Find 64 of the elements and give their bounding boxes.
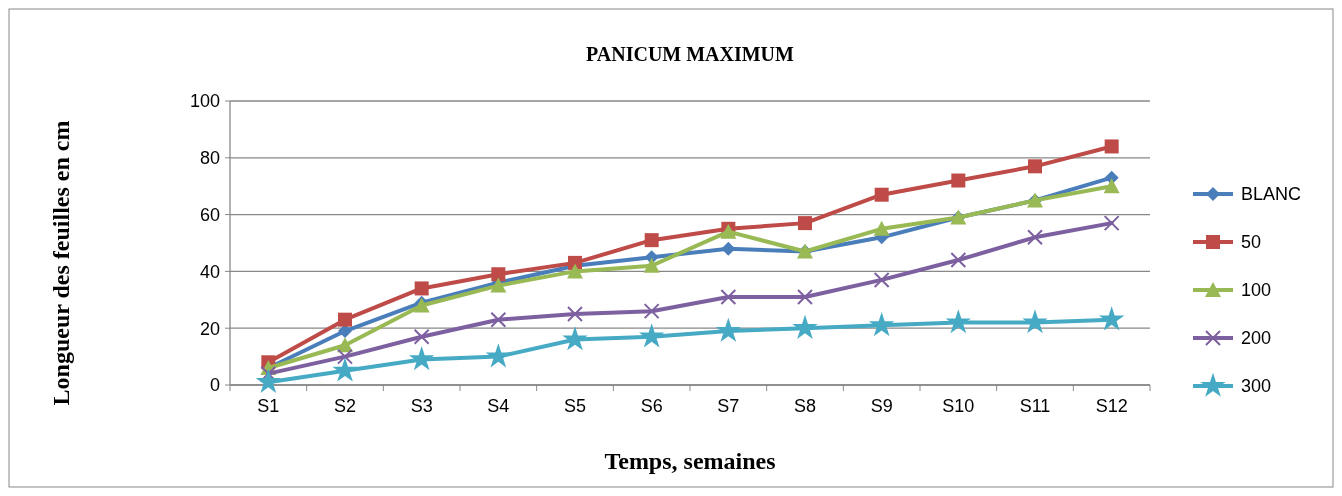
y-axis-title: Longueur des feuilles en cm <box>47 119 75 408</box>
point <box>567 263 583 279</box>
point <box>414 281 429 296</box>
point <box>797 288 813 305</box>
x-tick-label: S6 <box>640 396 663 416</box>
legend-label: 200 <box>1241 328 1272 349</box>
point <box>1098 306 1125 331</box>
point <box>644 233 659 248</box>
x-tick-label: S11 <box>1019 396 1051 416</box>
point <box>485 343 512 368</box>
x-tick-label: S10 <box>942 396 975 416</box>
point <box>1103 215 1120 232</box>
point <box>567 306 583 322</box>
point <box>873 220 890 236</box>
x-axis-title: Temps, semaines <box>604 448 776 474</box>
point <box>798 216 812 231</box>
point <box>490 311 507 328</box>
x-tick-label: S2 <box>333 396 357 416</box>
point <box>643 303 660 320</box>
point <box>643 257 660 273</box>
point <box>873 271 890 288</box>
point <box>1022 309 1048 334</box>
x-tick-label: S4 <box>487 396 510 416</box>
x-tick-label: S7 <box>717 396 740 416</box>
point <box>720 288 737 305</box>
legend-label: 50 <box>1241 232 1262 253</box>
legend-label: 100 <box>1241 280 1272 301</box>
y-tick-label: 0 <box>209 375 220 396</box>
point <box>491 267 506 282</box>
point <box>332 357 358 382</box>
y-tick-label: 60 <box>199 204 220 225</box>
legend-label: 300 <box>1241 376 1272 397</box>
point <box>638 323 665 348</box>
x-tick-label: S1 <box>257 396 280 416</box>
point <box>721 241 736 256</box>
point <box>338 324 352 339</box>
y-tick-label: 20 <box>199 318 220 339</box>
point <box>1103 178 1120 194</box>
point <box>868 312 895 337</box>
chart-title: PANICUM MAXIMUM <box>586 43 795 65</box>
point <box>792 314 818 339</box>
point <box>951 173 966 188</box>
y-tick-label: 40 <box>199 261 220 282</box>
point <box>562 326 588 351</box>
x-tick-label: S9 <box>870 396 893 416</box>
x-tick-label: S5 <box>563 396 587 416</box>
point <box>1104 139 1119 154</box>
point <box>408 346 435 371</box>
point <box>338 312 352 327</box>
point <box>413 328 430 345</box>
point <box>874 187 889 202</box>
point <box>1027 229 1043 246</box>
point <box>715 317 742 342</box>
point <box>1028 159 1042 174</box>
x-tick-label: S3 <box>410 396 433 416</box>
point <box>337 348 353 365</box>
point <box>950 252 967 269</box>
point <box>945 309 972 334</box>
legend-label: BLANC <box>1241 184 1302 205</box>
x-tick-label: S12 <box>1095 396 1128 416</box>
point <box>255 368 282 393</box>
x-tick-label: S8 <box>793 396 817 416</box>
y-tick-label: 100 <box>189 91 220 112</box>
y-tick-label: 80 <box>199 148 220 169</box>
